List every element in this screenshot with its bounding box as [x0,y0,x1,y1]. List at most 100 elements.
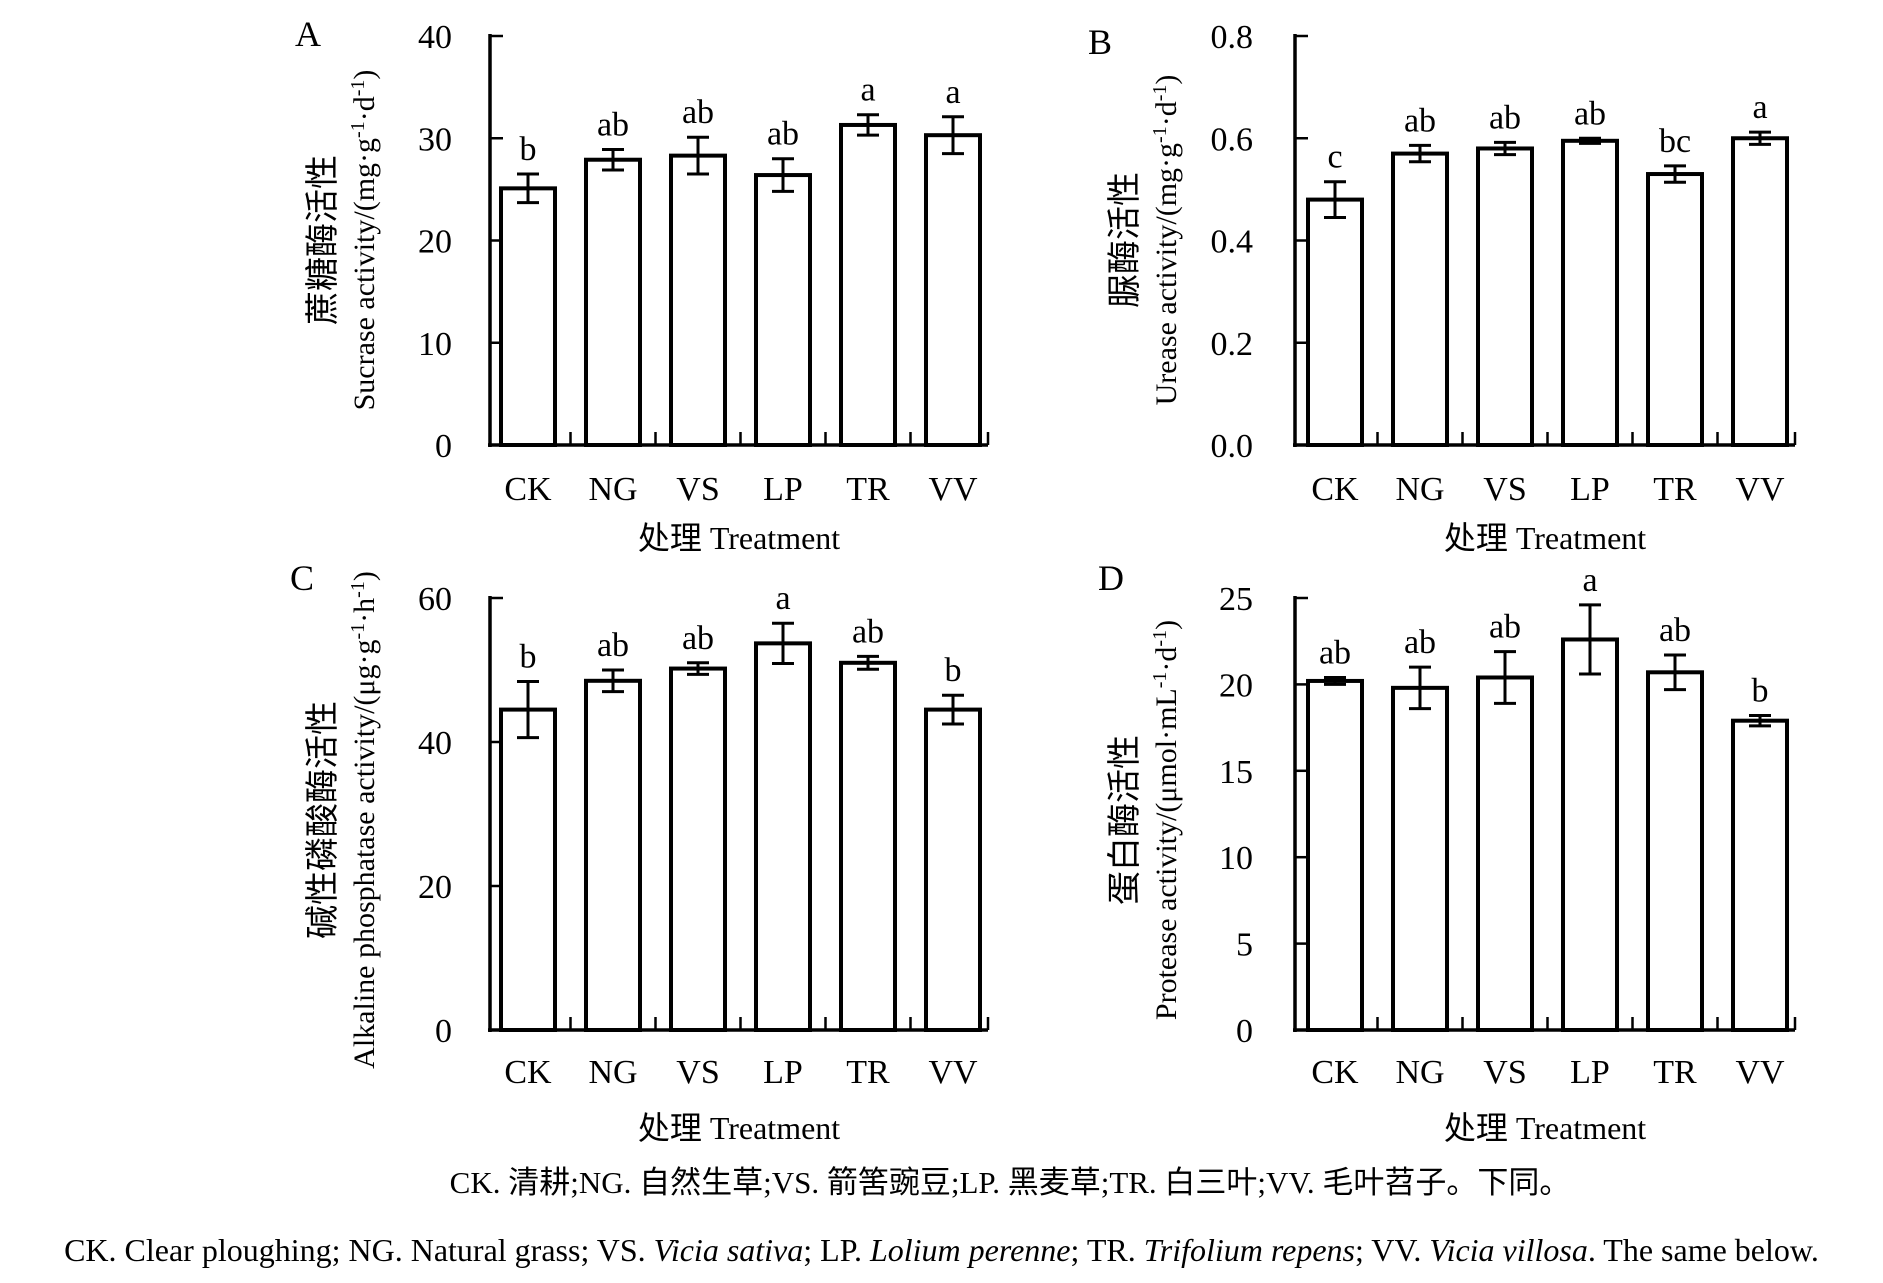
error-bar-TR [1664,653,1686,692]
x-tick-label-CK: CK [1311,1054,1359,1091]
sig-letter-TR: ab [1659,612,1691,649]
x-tick-label-TR: TR [846,1054,890,1091]
x-tick-label-TR: TR [1653,1054,1697,1091]
y-tick-label: 10 [1219,840,1253,877]
bar-NG [1391,151,1449,447]
sig-letter-LP: ab [1574,95,1606,132]
bar-CK [1306,197,1364,447]
caption-english-segment: Vicia sativa [653,1232,804,1268]
error-bar-TR [857,113,879,137]
bar-CK [499,186,557,447]
y-tick-label: 0.0 [1211,428,1254,465]
sig-letter-CK: b [520,639,537,676]
caption-english-segment: ; VV. [1354,1232,1430,1268]
bar-TR [1646,172,1704,447]
x-tick-label-VV: VV [1735,1054,1785,1091]
sig-letter-VS: ab [682,620,714,657]
sig-letter-TR: ab [852,613,884,650]
sig-letter-VV: a [945,74,960,111]
error-bar-VV [1749,130,1771,146]
sig-letter-TR: bc [1659,123,1691,160]
y-tick-label: 5 [1236,927,1253,964]
y-tick-label: 0 [435,428,452,465]
panel-label-B: B [1088,22,1112,62]
x-axis-title: 处理 Treatment [638,520,840,556]
y-tick-label: 0.6 [1211,121,1254,158]
error-bar-VS [687,135,709,176]
panel-D: D 0 5 10 15 20 25 ab CK ab NG ab VS a LP ab TR b VV 处理 Trea… [1098,558,1797,1146]
y-axis-title-en: Urease activity/(mg·g-1​·d-1​) [1149,75,1183,406]
y-tick-label: 25 [1219,581,1253,618]
y-tick-label: 40 [418,725,452,762]
error-bar-NG [602,147,624,172]
bar-LP [754,641,812,1032]
error-bar-NG [602,668,624,694]
x-tick-label-VV: VV [928,471,978,508]
x-tick-label-CK: CK [1311,471,1359,508]
error-bar-TR [857,654,879,671]
sig-letter-VS: ab [1489,609,1521,646]
panel-B: B 0.0 0.2 0.4 0.6 0.8 c CK ab NG ab VS ab LP bc TR a VV 处理… [1088,19,1797,556]
y-tick-label: 10 [418,326,452,363]
y-tick-label: 0 [1236,1013,1253,1050]
caption-english: CK. Clear ploughing; NG. Natural grass; … [0,1230,1883,1270]
error-bar-CK [517,172,539,205]
caption-english-segment: Trifolium repens [1143,1232,1355,1268]
sig-letter-VV: a [1752,89,1767,126]
bar-NG [584,678,642,1032]
x-tick-label-VS: VS [676,1054,719,1091]
y-tick-label: 20 [418,869,452,906]
sig-letter-VV: b [1752,673,1769,710]
error-bar-CK [1324,180,1346,219]
panel-label-C: C [290,558,314,598]
x-tick-label-TR: TR [846,471,890,508]
bar-VV [1731,136,1789,447]
bar-VV [1731,718,1789,1032]
x-axis-title: 处理 Treatment [1444,520,1646,556]
y-axis-title-en: Protease activity/(μmol·mL-1​·d-1​) [1149,620,1183,1020]
bar-VS [669,153,727,447]
x-tick-label-LP: LP [1570,471,1610,508]
x-tick-label-TR: TR [1653,471,1697,508]
caption-english-segment: Lolium perenne [869,1232,1071,1268]
y-axis-title-en: Sucrase activity/(mg·g-1​·d-1​) [347,70,381,411]
error-bar-VV [1749,714,1771,728]
caption-english-segment: . The same below. [1587,1232,1819,1268]
error-bar-LP [1579,136,1601,145]
sig-letter-NG: ab [1404,624,1436,661]
y-tick-label: 0 [435,1013,452,1050]
y-tick-label: 0.4 [1211,224,1254,261]
sig-letter-CK: c [1327,139,1342,176]
error-bar-VV [942,693,964,726]
caption-english-segment: CK. Clear ploughing; NG. Natural grass; … [64,1232,654,1268]
bar-TR [839,660,897,1032]
sig-letter-VS: ab [1489,99,1521,136]
x-tick-label-NG: NG [588,1054,637,1091]
sig-letter-CK: b [520,131,537,168]
panel-label-D: D [1098,558,1124,598]
error-bar-CK [1324,675,1346,686]
panel-label-A: A [295,14,321,54]
y-tick-label: 20 [1219,667,1253,704]
y-tick-label: 20 [418,224,452,261]
y-axis-title-cn: 脲酶活性 [1106,172,1144,308]
error-bar-NG [1409,665,1431,711]
y-axis-title-cn: 蔗糖酶活性 [304,155,342,325]
x-tick-label-NG: NG [1395,1054,1444,1091]
error-bar-CK [517,680,539,740]
error-bar-LP [772,621,794,666]
bar-LP [1561,637,1619,1032]
panel-A: A 0 10 20 30 40 b CK ab NG ab VS ab LP a TR a VV 处理 Treatm… [295,14,990,556]
bar-TR [839,122,897,448]
bar-VS [1476,146,1534,447]
sig-letter-LP: ab [767,116,799,153]
bar-VS [669,666,727,1032]
x-axis-title: 处理 Treatment [1444,1110,1646,1146]
error-bar-VV [942,115,964,156]
sig-letter-LP: a [775,580,790,617]
